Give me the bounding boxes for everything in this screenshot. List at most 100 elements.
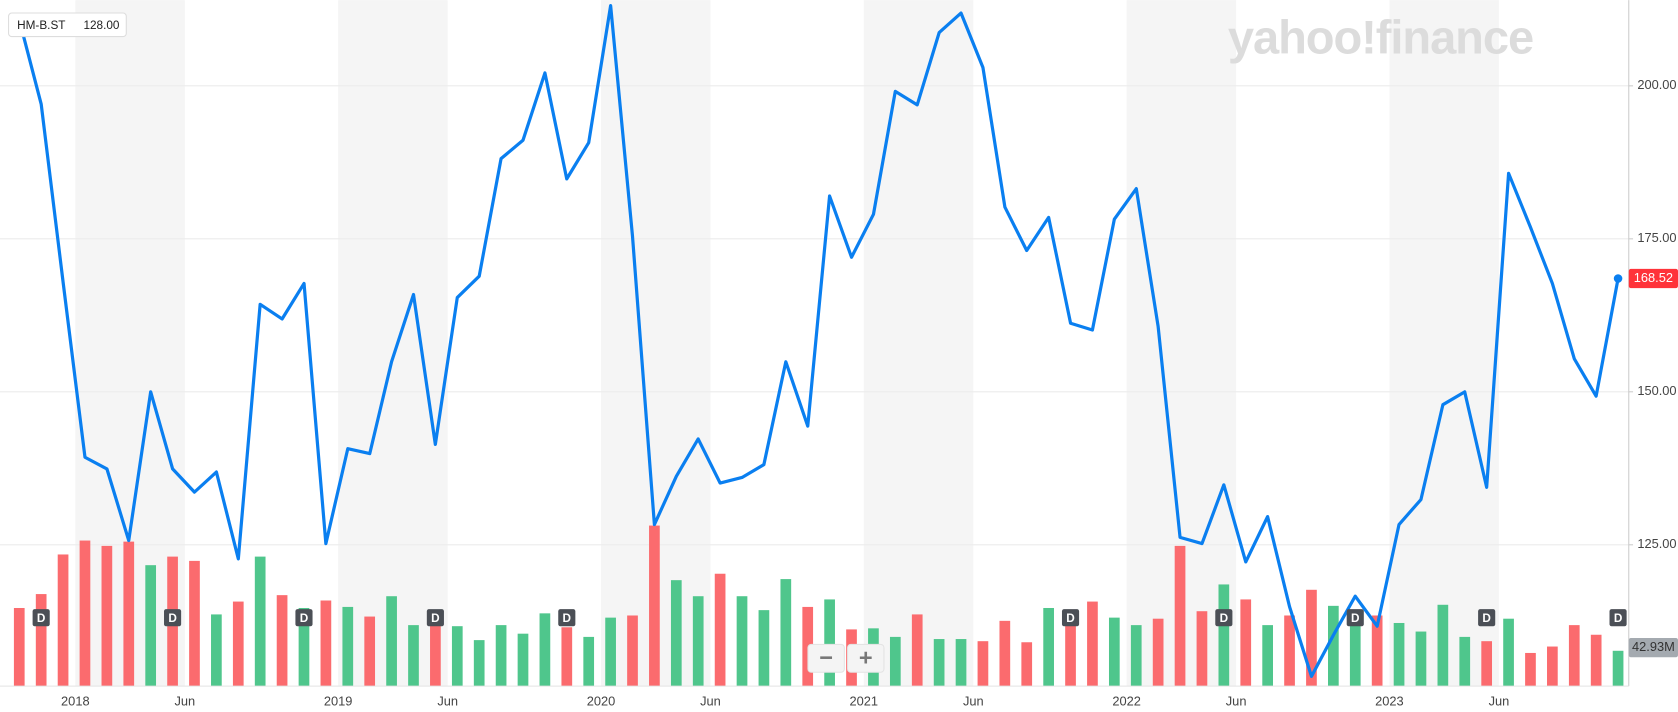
volume-bar (473, 640, 485, 687)
x-tick-label: Jun (700, 694, 721, 709)
x-tick-label: 2018 (61, 694, 90, 709)
event-label: D (1482, 612, 1490, 625)
volume-bar (1284, 615, 1295, 687)
volume-bar (824, 599, 835, 687)
volume-bar (386, 596, 397, 687)
volume-bar (430, 618, 441, 687)
event-marker (164, 609, 182, 627)
volume-bar (1459, 636, 1471, 687)
volume-bar (1568, 625, 1580, 687)
volume-bar (342, 606, 354, 687)
x-tick-label: 2020 (587, 694, 616, 709)
event-marker (1478, 609, 1496, 627)
volume-bar (408, 625, 419, 687)
volume-bar (1174, 545, 1186, 687)
volume-bar (1349, 610, 1361, 687)
volume-bar (736, 596, 748, 687)
period-band (338, 0, 448, 687)
volume-bar (254, 556, 266, 687)
volume-bar (79, 540, 91, 687)
volume-bar (1262, 625, 1273, 687)
legend-box: HM-B.ST 128.00 (8, 12, 127, 38)
volume-bar (364, 616, 376, 687)
volume-bar (211, 614, 222, 687)
volume-bar (1547, 646, 1558, 687)
volume-bar (298, 607, 310, 687)
volume-bar (1130, 625, 1142, 687)
event-marker (32, 609, 50, 627)
volume-bar (1196, 611, 1208, 687)
event-label: D (1614, 612, 1623, 625)
volume-bar (101, 545, 113, 687)
x-tick-label: 2019 (324, 694, 353, 709)
event-marker (295, 609, 313, 627)
volume-bar (627, 615, 638, 687)
volume-bar (1437, 604, 1449, 687)
volume-bar (780, 579, 792, 687)
volume-bar (649, 525, 660, 687)
volume-bar (320, 600, 332, 687)
event-marker (1609, 609, 1627, 627)
volume-bar (1612, 650, 1624, 687)
volume-bar (517, 633, 529, 687)
price-tag-label: 168.52 (1634, 270, 1673, 285)
volume-bar (605, 617, 616, 687)
volume-bar (123, 541, 135, 687)
period-band (1389, 0, 1499, 687)
volume-bar (1043, 607, 1054, 687)
event-label: D (168, 612, 177, 625)
volume-bar (1065, 612, 1076, 687)
event-label: D (1066, 612, 1075, 625)
x-tick-label: Jun (963, 694, 984, 709)
volume-bar (57, 554, 69, 687)
x-tick-label: Jun (1226, 694, 1247, 709)
volume-bar (1240, 599, 1252, 687)
price-line (17, 4, 1620, 679)
event-marker (1346, 609, 1364, 627)
legend-box-bg (8, 12, 127, 38)
zoom-out-label[interactable]: − (819, 645, 833, 671)
volume-tag (1628, 637, 1678, 658)
volume-bar (145, 565, 157, 687)
event-marker (558, 609, 576, 627)
volume-bar (911, 614, 923, 687)
volume-bar (999, 620, 1011, 687)
event-marker (426, 609, 444, 627)
watermark: yahoo!finance (1228, 10, 1533, 63)
y-tick-label: 125.00 (1637, 536, 1676, 551)
plot (17, 4, 1623, 679)
event-label: D (1351, 612, 1360, 625)
event-label: D (431, 612, 440, 625)
event-label: D (37, 612, 46, 625)
volume-bar (1371, 615, 1383, 687)
volume-bar (1108, 617, 1120, 687)
y-tick-label: 150.00 (1637, 383, 1676, 398)
volume-tag-label: 42.93M (1632, 639, 1675, 654)
volume-bar (1306, 589, 1317, 687)
volume-bar (189, 560, 200, 687)
volume-bar (451, 626, 463, 687)
volume-bar (561, 627, 573, 687)
volume-bar (955, 639, 967, 687)
legend-value: 128.00 (83, 19, 119, 32)
volume-bar (1393, 622, 1405, 687)
period-band (863, 0, 974, 687)
zoom-in-button[interactable] (847, 643, 885, 673)
x-tick-label: Jun (437, 694, 458, 709)
x-tick-label: 2022 (1112, 694, 1141, 709)
zoom-controls: − + (807, 643, 885, 673)
volume-bar (1415, 631, 1427, 687)
event-marker (1215, 609, 1233, 627)
zoom-in-label[interactable]: + (859, 645, 873, 671)
volume-bar (889, 636, 901, 687)
last-point (1613, 274, 1623, 283)
x-tick-label: 2021 (850, 694, 879, 709)
zoom-out-button[interactable] (807, 643, 845, 673)
volume-bar (583, 636, 595, 687)
x-tick-label: 2023 (1375, 694, 1404, 709)
price-tag (1628, 268, 1678, 289)
volume-bar (1481, 641, 1493, 687)
event-marker (1061, 609, 1080, 627)
